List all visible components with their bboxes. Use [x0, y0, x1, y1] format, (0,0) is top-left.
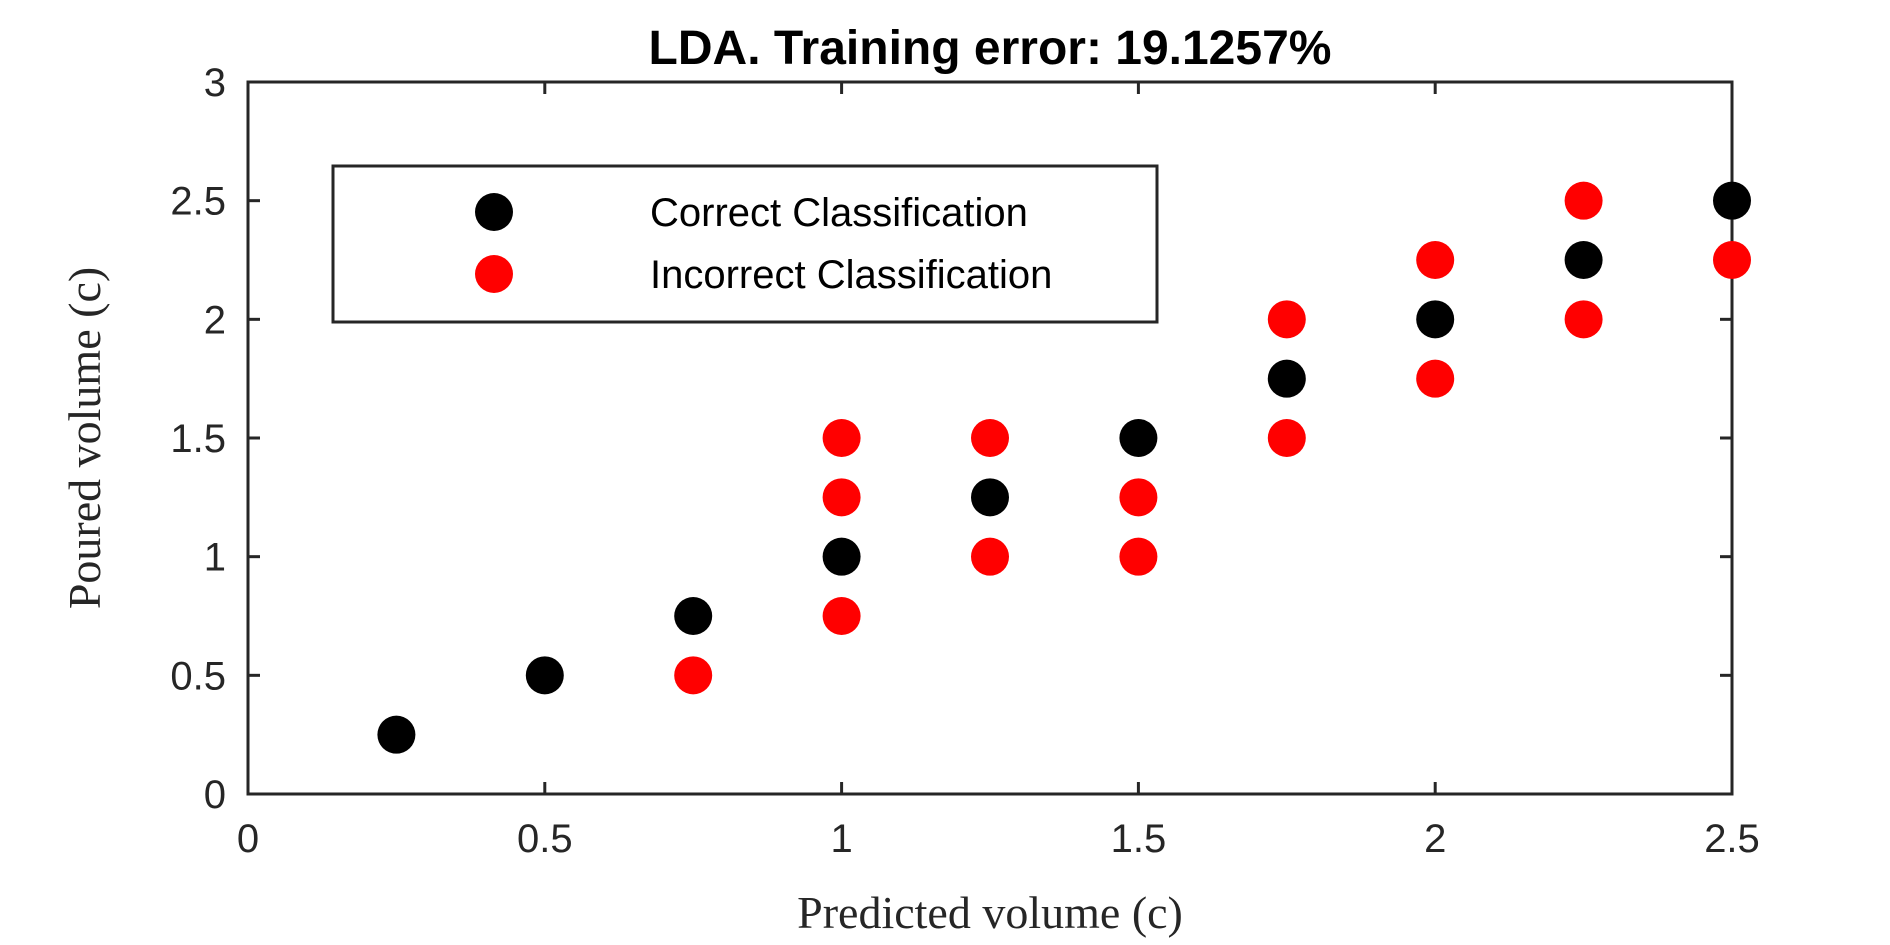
correct-point — [1713, 181, 1751, 220]
legend-label-correct: Correct Classification — [650, 191, 1028, 235]
incorrect-point — [971, 419, 1009, 457]
incorrect-point — [1416, 241, 1455, 279]
x-tick-label: 1.5 — [1111, 817, 1167, 861]
x-tick-label: 0.5 — [517, 817, 573, 861]
legend-label-incorrect: Incorrect Classification — [650, 253, 1052, 297]
legend-marker-incorrect — [475, 255, 513, 293]
data-points — [377, 181, 1751, 754]
correct-point — [1119, 419, 1158, 457]
y-tick-label: 0 — [204, 773, 226, 817]
legend: Correct Classification Incorrect Classif… — [331, 164, 1159, 324]
y-tick-label: 3 — [204, 61, 226, 105]
y-tick-label: 1.5 — [170, 417, 226, 461]
x-tick-label: 1 — [830, 817, 852, 861]
incorrect-point — [822, 419, 861, 457]
correct-point — [525, 656, 564, 695]
chart-title: LDA. Training error: 19.1257% — [649, 22, 1332, 75]
incorrect-point — [1119, 537, 1158, 576]
x-tick-label: 2 — [1424, 817, 1446, 861]
incorrect-point — [971, 537, 1009, 576]
correct-point — [1267, 359, 1306, 398]
correct-point — [971, 478, 1009, 517]
x-tick-label: 0 — [237, 817, 259, 861]
incorrect-point — [1267, 300, 1306, 339]
correct-point — [822, 537, 861, 576]
incorrect-point — [1713, 241, 1751, 279]
incorrect-point — [1564, 181, 1603, 220]
incorrect-point — [1119, 478, 1158, 517]
legend-marker-correct — [475, 193, 513, 231]
legend-box — [331, 164, 1159, 324]
incorrect-point — [674, 656, 713, 695]
x-axis-label: Predicted volume (c) — [797, 887, 1183, 938]
incorrect-point — [822, 478, 861, 517]
y-tick-label: 1 — [204, 536, 226, 580]
incorrect-point — [822, 597, 861, 635]
incorrect-point — [1416, 359, 1455, 398]
y-tick-label: 2.5 — [170, 180, 226, 224]
correct-point — [377, 715, 416, 754]
incorrect-point — [1267, 419, 1306, 457]
correct-point — [1416, 300, 1455, 339]
correct-point — [1564, 241, 1603, 279]
x-tick-label: 2.5 — [1704, 817, 1760, 861]
y-tick-label: 2 — [204, 298, 226, 342]
y-tick-label: 0.5 — [170, 654, 226, 698]
y-axis-label: Poured volume (c) — [59, 267, 110, 609]
correct-point — [674, 597, 713, 635]
incorrect-point — [1564, 300, 1603, 339]
axes: 0 0.5 1 1.5 2 2.5 0 0.5 1 1.5 2 2.5 3 — [170, 61, 1759, 861]
